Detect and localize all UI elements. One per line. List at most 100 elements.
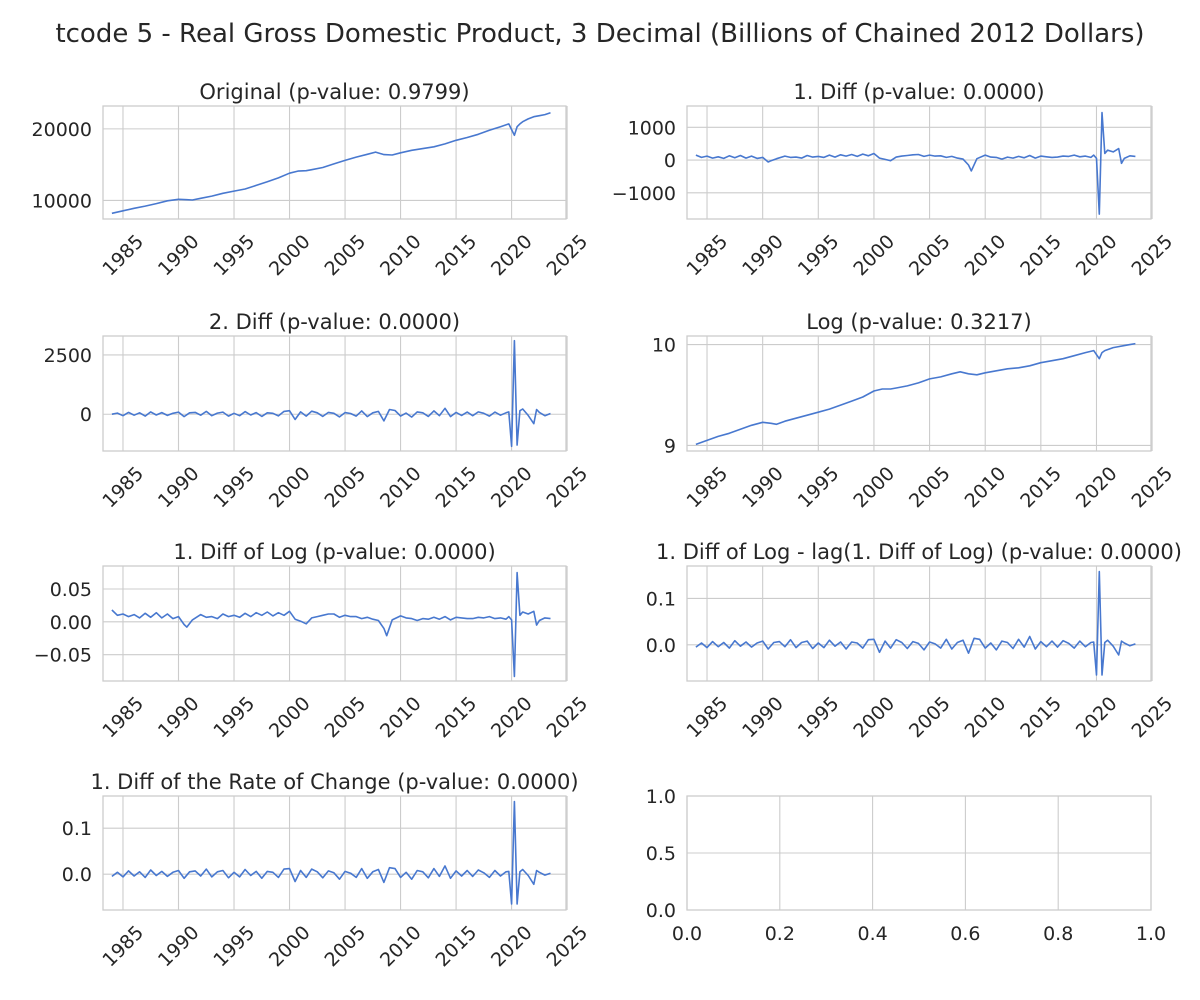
series-line <box>695 342 1136 446</box>
x-tick-label: 1995 <box>794 463 844 513</box>
subplot-original: 1985 1990 1995 2000 2005 2010 2015 2020 2025 1000… <box>32 80 593 280</box>
x-tick-label: 2005 <box>905 693 955 743</box>
x-tick-label: 2025 <box>543 922 593 972</box>
x-tick-label: 2020 <box>487 922 537 972</box>
subplot-empty: 0.0 0.2 0.4 0.6 0.8 1.0 0.0 0.5 1.0 <box>646 786 1166 945</box>
x-tick-label: 2010 <box>961 231 1011 281</box>
y-tick-label: 10000 <box>32 190 92 212</box>
x-tick-label: 2020 <box>487 463 537 513</box>
x-tick-label: 1990 <box>154 922 204 972</box>
x-tick-label: 2025 <box>543 231 593 281</box>
y-tick-label: −0.05 <box>34 645 92 667</box>
x-tick-label: 2020 <box>1072 693 1122 743</box>
y-tick-label: 20000 <box>32 119 92 141</box>
series-line <box>111 571 551 678</box>
x-tick-label: 1985 <box>98 693 148 743</box>
x-tick-label: 1995 <box>794 693 844 743</box>
x-tick-label: 2010 <box>376 231 426 281</box>
x-tick-label: 2010 <box>961 463 1011 513</box>
x-tick-label: 1995 <box>794 231 844 281</box>
x-tick-label: 1995 <box>209 463 259 513</box>
x-tick-label: 1.0 <box>1136 923 1166 945</box>
x-tick-label: 2010 <box>376 693 426 743</box>
x-tick-label: 1985 <box>682 693 732 743</box>
plot-area <box>102 565 567 682</box>
x-tick-label: 1985 <box>682 231 732 281</box>
series-line <box>695 570 1136 676</box>
plot-area <box>686 565 1152 682</box>
y-tick-label: 1.0 <box>646 786 676 808</box>
y-tick-label: 0.0 <box>646 900 676 922</box>
x-tick-label: 2020 <box>1072 231 1122 281</box>
x-tick-label: 2025 <box>543 693 593 743</box>
series-line <box>695 111 1136 215</box>
y-tick-label: 9 <box>664 435 676 457</box>
plot-area <box>102 795 567 911</box>
x-tick-label: 2025 <box>1128 231 1178 281</box>
y-tick-label: −1000 <box>612 183 676 205</box>
subplot-diff1: 1985 1990 1995 2000 2005 2010 2015 2020 2025 −100… <box>612 80 1178 280</box>
subplot-diff_rate: 1985 1990 1995 2000 2005 2010 2015 2020 2025 0.0 0… <box>62 770 592 971</box>
x-tick-label: 2000 <box>265 922 315 972</box>
x-tick-label: 2010 <box>376 922 426 972</box>
subplot-diff_log: 1985 1990 1995 2000 2005 2010 2015 2020 2025 −0.0… <box>34 540 592 742</box>
figure-title: tcode 5 - Real Gross Domestic Product, 3… <box>55 19 1144 49</box>
x-tick-label: 1990 <box>154 463 204 513</box>
x-tick-label: 2000 <box>849 693 899 743</box>
x-tick-label: 2025 <box>1128 463 1178 513</box>
y-tick-label: 0 <box>664 150 676 172</box>
x-tick-label: 1990 <box>154 231 204 281</box>
x-tick-label: 2010 <box>961 693 1011 743</box>
plot-area <box>686 105 1152 220</box>
x-tick-label: 1985 <box>98 922 148 972</box>
x-tick-label: 2015 <box>1016 463 1066 513</box>
x-tick-label: 2015 <box>1016 693 1066 743</box>
x-tick-label: 1990 <box>154 693 204 743</box>
series-line <box>111 339 551 448</box>
subplot-diff2: 1985 1990 1995 2000 2005 2010 2015 2020 2025 0 250… <box>44 310 593 512</box>
x-tick-label: 2000 <box>265 693 315 743</box>
x-tick-label: 2000 <box>849 231 899 281</box>
x-tick-label: 2015 <box>431 231 481 281</box>
x-tick-label: 0.8 <box>1043 923 1073 945</box>
y-tick-label: 10 <box>652 335 676 357</box>
y-tick-label: 0.1 <box>646 588 676 610</box>
x-tick-label: 0.4 <box>857 923 887 945</box>
x-tick-label: 1995 <box>209 231 259 281</box>
x-tick-label: 2010 <box>376 463 426 513</box>
x-tick-label: 2000 <box>265 231 315 281</box>
y-tick-label: 0.1 <box>62 818 92 840</box>
x-tick-label: 2015 <box>431 463 481 513</box>
y-tick-label: 0 <box>80 404 92 426</box>
x-tick-label: 1995 <box>209 922 259 972</box>
y-tick-label: 0.05 <box>50 579 92 601</box>
x-tick-label: 2005 <box>320 231 370 281</box>
subplot-title: 1. Diff of the Rate of Change (p-value: … <box>90 770 578 794</box>
x-tick-label: 2005 <box>905 231 955 281</box>
series-line <box>111 112 551 215</box>
subplot-log: 1985 1990 1995 2000 2005 2010 2015 2020 2025 9 10 L… <box>652 310 1177 512</box>
x-tick-label: 0.6 <box>950 923 980 945</box>
subplot-title: 1. Diff of Log - lag(1. Diff of Log) (p-… <box>656 540 1182 564</box>
subplot-title: Original (p-value: 0.9799) <box>199 80 469 104</box>
series-line <box>111 800 551 905</box>
x-tick-label: 2000 <box>265 463 315 513</box>
x-tick-label: 2020 <box>1072 463 1122 513</box>
y-tick-label: 2500 <box>44 345 92 367</box>
x-tick-label: 2000 <box>849 463 899 513</box>
subplot-grid: 1985 1990 1995 2000 2005 2010 2015 2020 20251000… <box>32 80 1182 971</box>
x-tick-label: 1985 <box>98 231 148 281</box>
x-tick-label: 2015 <box>1016 231 1066 281</box>
subplot-title: 1. Diff (p-value: 0.0000) <box>793 80 1044 104</box>
x-tick-label: 2025 <box>1128 693 1178 743</box>
subplot-title: Log (p-value: 0.3217) <box>806 310 1032 334</box>
subplot-diff_log_lag: 1985 1990 1995 2000 2005 2010 2015 2020 2025 0.0 0… <box>646 540 1182 742</box>
x-tick-label: 1985 <box>682 463 732 513</box>
subplot-title: 1. Diff of Log (p-value: 0.0000) <box>173 540 495 564</box>
y-tick-label: 0.00 <box>50 612 92 634</box>
y-tick-label: 1000 <box>628 117 676 139</box>
x-tick-label: 2020 <box>487 231 537 281</box>
x-tick-label: 2005 <box>320 463 370 513</box>
x-tick-label: 1990 <box>738 231 788 281</box>
